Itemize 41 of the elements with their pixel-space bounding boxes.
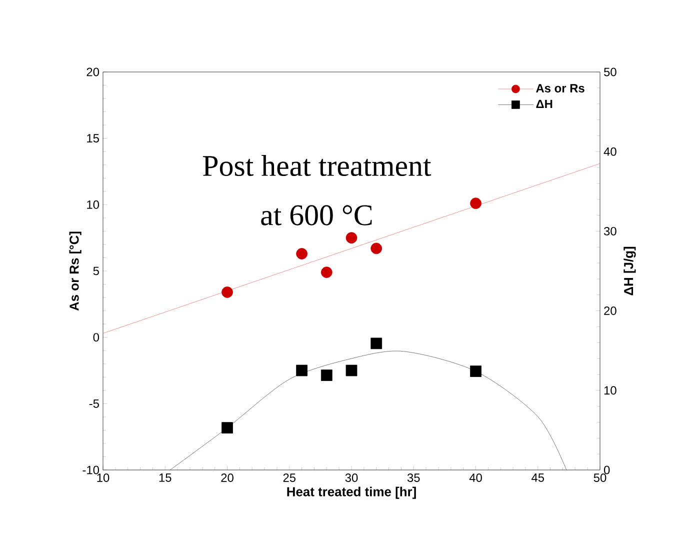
- y2-axis-title: ΔH [J/g]: [624, 246, 636, 296]
- y-tick-label: -10: [82, 466, 100, 474]
- y-tick-label: 10: [87, 200, 100, 209]
- point: [222, 286, 233, 298]
- point: [296, 248, 308, 260]
- y2-tick-label: 0: [604, 466, 610, 474]
- legend-label: As or Rs: [536, 84, 584, 92]
- y2-tick-label: 30: [604, 226, 616, 236]
- y-tick-label: 5: [93, 266, 99, 276]
- y-axis-title: As or Rs [°C]: [69, 232, 82, 311]
- point: [470, 198, 482, 210]
- x-tick-label: 35: [407, 474, 420, 482]
- x-tick-label: 30: [345, 474, 358, 482]
- y-tick-label: -5: [89, 399, 99, 408]
- x-tick-label: 25: [283, 474, 296, 482]
- y2-tick-label: 20: [604, 306, 616, 316]
- point: [320, 266, 332, 278]
- point: [346, 232, 358, 244]
- x-tick-label: 45: [532, 474, 544, 482]
- x-tick-label: 40: [469, 474, 482, 482]
- y2-tick-label: 10: [604, 386, 616, 395]
- point: [222, 422, 233, 434]
- point: [470, 366, 482, 377]
- line-series: [170, 350, 567, 470]
- x-tick-label: 50: [594, 474, 606, 482]
- x-tick-label: 20: [221, 474, 234, 482]
- y2-tick-label: 40: [604, 147, 616, 156]
- x-axis-title: Heat treated time [hr]: [287, 486, 416, 499]
- point: [296, 364, 308, 376]
- x-tick-label: 15: [159, 474, 172, 482]
- annotation: Post heat treatment: [203, 155, 432, 176]
- point: [370, 338, 382, 350]
- y-tick-label: 15: [87, 134, 99, 142]
- point: [320, 370, 332, 381]
- y2-tick-label: 50: [604, 68, 616, 76]
- point: [370, 242, 382, 254]
- point: [346, 364, 358, 376]
- legend-label: ΔH: [536, 100, 552, 108]
- y-tick-label: 0: [93, 333, 100, 342]
- y-tick-label: 20: [86, 68, 100, 76]
- annotation: at 600 °C: [261, 205, 372, 226]
